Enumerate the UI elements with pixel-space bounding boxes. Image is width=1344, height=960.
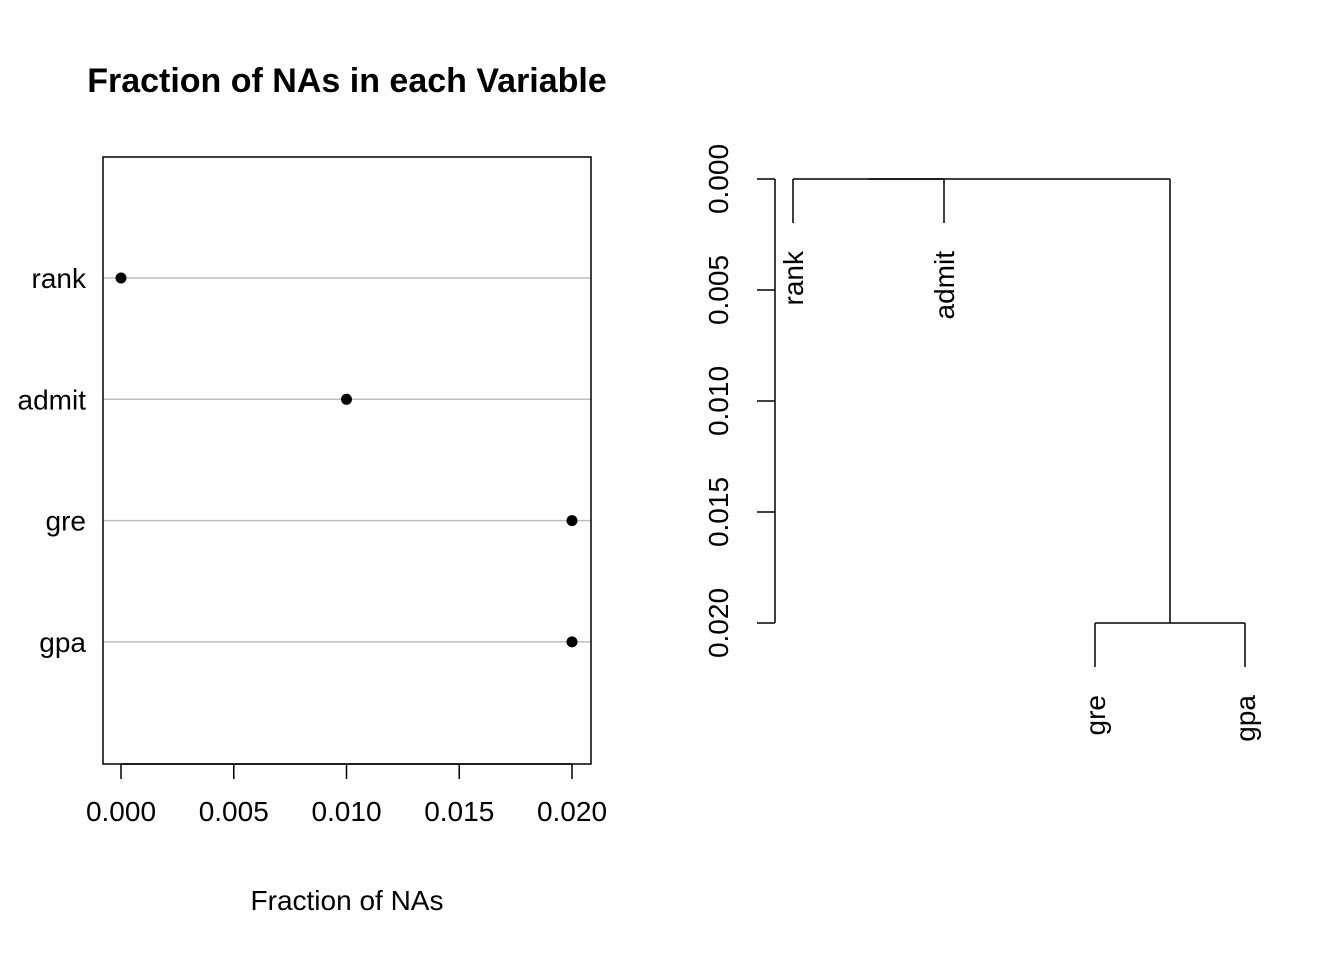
x-axis-label: Fraction of NAs (251, 885, 444, 916)
x-tick-label: 0.005 (199, 796, 269, 827)
data-points (115, 272, 578, 648)
data-point (566, 515, 578, 527)
plot-box (102, 156, 592, 765)
x-tick-label: 0.010 (311, 796, 381, 827)
dendrogram-panel: 0.000 0.005 0.010 0.015 0.020 rank admit gre gp… (703, 144, 1261, 742)
dendrogram-tree (792, 178, 1246, 667)
data-point (115, 272, 127, 284)
leaf-label: rank (778, 250, 809, 305)
dotchart-panel: 0.000 0.005 0.010 0.015 0.020 rank admit gre gp… (18, 156, 607, 916)
leaf-label: admit (929, 251, 960, 320)
y-axis: 0.000 0.005 0.010 0.015 0.020 (703, 144, 776, 658)
y-tick-label: 0.015 (703, 477, 734, 547)
x-tick-label: 0.000 (86, 796, 156, 827)
y-tick-label: 0.020 (703, 588, 734, 658)
leaf-label: gre (1080, 695, 1111, 735)
category-label: admit (18, 384, 87, 415)
gridlines (103, 277, 591, 643)
category-label: gre (46, 506, 86, 537)
x-axis: 0.000 0.005 0.010 0.015 0.020 (86, 763, 607, 827)
data-point (566, 636, 578, 648)
data-point (341, 393, 352, 405)
category-label: gpa (39, 627, 86, 658)
x-tick-label: 0.020 (537, 796, 607, 827)
x-tick-label: 0.015 (424, 796, 494, 827)
leaf-label: gpa (1230, 695, 1261, 742)
y-tick-label: 0.010 (703, 366, 734, 436)
leaf-labels: rank admit gre gpa (778, 250, 1261, 742)
chart-title: Fraction of NAs in each Variable (87, 62, 607, 100)
category-label: rank (32, 263, 87, 294)
category-labels: rank admit gre gpa (18, 263, 87, 658)
y-tick-label: 0.000 (703, 144, 734, 214)
y-tick-label: 0.005 (703, 255, 734, 325)
